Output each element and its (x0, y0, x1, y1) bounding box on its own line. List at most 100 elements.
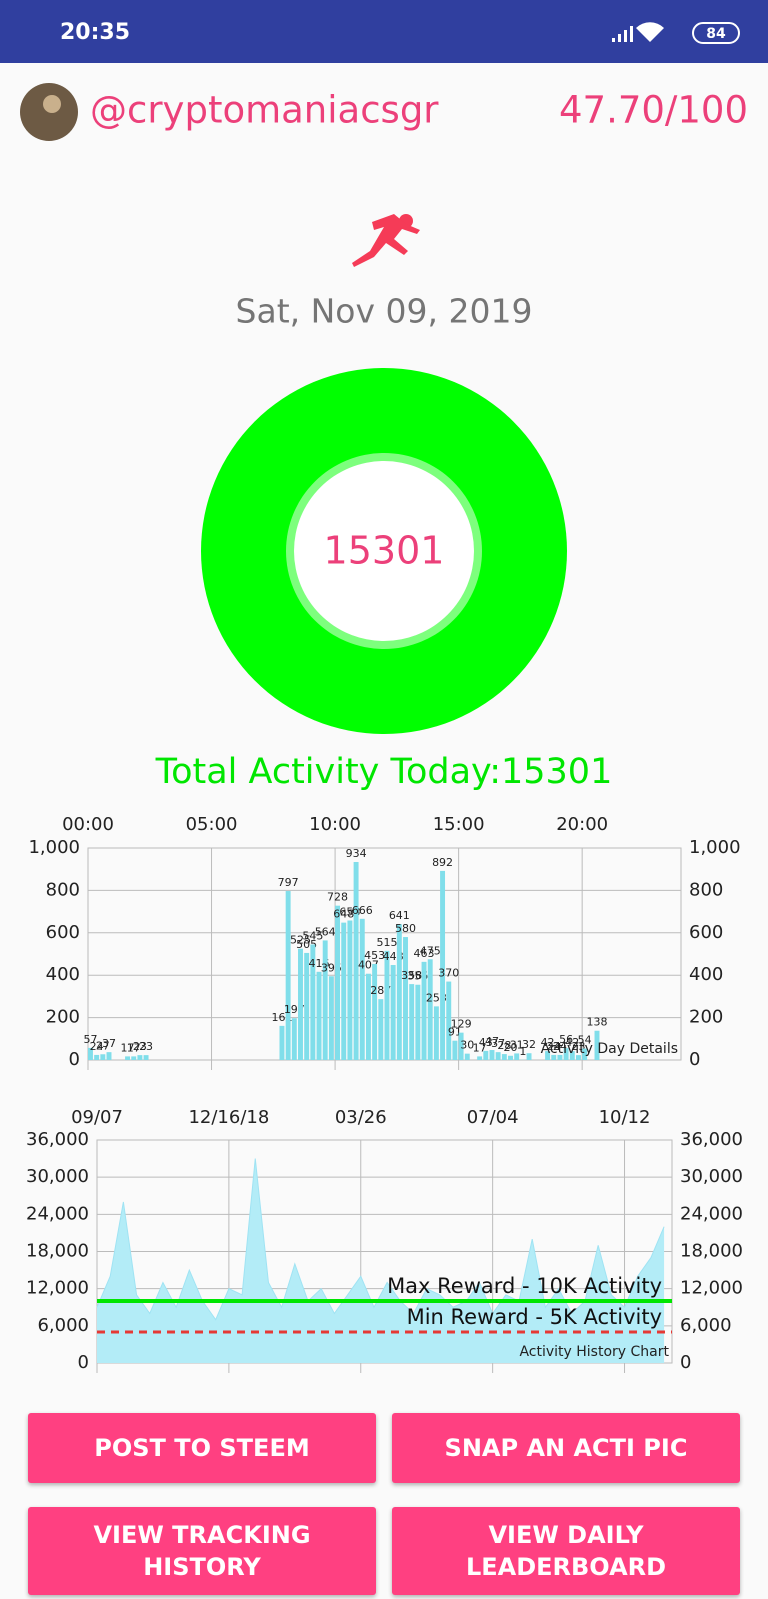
bar (304, 952, 310, 1060)
bar-value-label: 43 (479, 1036, 493, 1049)
bar-value-label: 370 (438, 967, 459, 980)
bar-value-label: 91 (448, 1026, 462, 1039)
bar (396, 924, 402, 1060)
bar (508, 1055, 513, 1060)
bar-value-label: 453 (364, 949, 385, 962)
bar-value-label: 42 (541, 1036, 555, 1049)
bar-value-label: 138 (586, 1016, 607, 1029)
area-line (96, 1158, 665, 1321)
bar (421, 961, 427, 1060)
bar-value-label: 641 (389, 909, 410, 922)
ring-center (294, 461, 474, 641)
y2-tick-label: 200 (689, 1007, 723, 1028)
bar-value-label: 525 (290, 934, 311, 947)
y-tick-label: 200 (46, 1007, 80, 1028)
bar-value-label: 648 (333, 908, 354, 921)
y2-tick-label: 0 (689, 1049, 700, 1070)
y2-tick-label: 24,000 (680, 1203, 743, 1224)
bar (569, 1051, 575, 1060)
bar-value-label: 475 (420, 944, 441, 957)
y-tick-label: 400 (46, 964, 80, 985)
bar (143, 1055, 149, 1060)
total-activity: Total Activity Today:15301 (155, 752, 613, 792)
bar (501, 1054, 507, 1060)
date: Sat, Nov 09, 2019 (236, 292, 533, 331)
bar (131, 1056, 137, 1060)
x-tick-label: 00:00 (62, 814, 114, 835)
bar-value-label: 56 (559, 1033, 573, 1046)
post-button[interactable]: POST TO STEEM (28, 1413, 376, 1483)
bar (335, 905, 341, 1060)
y-tick-label: 600 (46, 922, 80, 943)
bar-value-label: 57 (83, 1033, 97, 1046)
bar-value-label: 463 (414, 947, 435, 960)
bar (483, 1050, 489, 1060)
bar (285, 891, 291, 1060)
y-tick-label: 0 (78, 1352, 89, 1373)
bar-value-label: 23 (133, 1040, 147, 1053)
bar-value-label: 24 (90, 1040, 104, 1053)
bar (427, 959, 433, 1060)
clock: 20:35 (60, 20, 130, 45)
bar-value-label: 564 (315, 925, 336, 938)
leaderboard-button[interactable]: VIEW DAILY LEADERBOARD (392, 1507, 740, 1595)
signal-icons (612, 22, 664, 42)
bar-value-label: 20 (504, 1041, 518, 1054)
bar-value-label: 23 (139, 1040, 153, 1053)
y2-tick-label: 800 (689, 879, 723, 900)
bar (372, 963, 378, 1060)
bar (291, 1018, 297, 1060)
score: 47.70/100 (559, 89, 748, 132)
bar (433, 1006, 439, 1060)
bar (551, 1054, 557, 1060)
bar-value-label: 24 (553, 1040, 567, 1053)
y-tick-label: 36,000 (26, 1129, 89, 1150)
avatar-figure (43, 95, 61, 113)
y2-tick-label: 30,000 (680, 1166, 743, 1187)
snap-button[interactable]: SNAP AN ACTI PIC (392, 1413, 740, 1483)
bar (353, 861, 359, 1060)
bar-value-label: 47 (485, 1035, 499, 1048)
bar (322, 940, 328, 1060)
bar-value-label: 1 (519, 1045, 526, 1058)
bar (495, 1052, 501, 1060)
history-button[interactable]: VIEW TRACKING HISTORY (28, 1507, 376, 1595)
bar (347, 920, 353, 1060)
x-tick-label: 10:00 (309, 814, 361, 835)
battery (692, 22, 740, 44)
x-tick-label: 20:00 (556, 814, 608, 835)
bar (106, 1052, 112, 1060)
bar (378, 999, 384, 1060)
y2-tick-label: 12,000 (680, 1278, 743, 1299)
y2-tick-label: 400 (689, 964, 723, 985)
bar-value-label: 37 (491, 1037, 505, 1050)
bar (384, 950, 390, 1060)
bar (125, 1056, 131, 1060)
bar-value-label: 580 (395, 922, 416, 935)
bar-value-label: 42 (565, 1036, 579, 1049)
bar-value-label: 17 (121, 1041, 135, 1054)
bar (415, 984, 421, 1060)
bar-value-label: 23 (571, 1040, 585, 1053)
bar (489, 1050, 495, 1060)
chart-description: Activity History Chart (519, 1344, 669, 1360)
bar (365, 973, 371, 1060)
bar-value-label: 17 (127, 1041, 141, 1054)
bar (279, 1025, 285, 1060)
bar-value-label: 515 (376, 936, 397, 949)
bar (526, 1053, 532, 1060)
y2-tick-label: 600 (689, 922, 723, 943)
bar-value-label: 32 (522, 1038, 536, 1051)
bar (409, 984, 415, 1060)
bar-value-label: 24 (547, 1040, 561, 1053)
bar (446, 981, 452, 1060)
bar (100, 1054, 106, 1060)
x-tick-label: 09/07 (71, 1107, 123, 1128)
bar-value-label: 17 (473, 1041, 487, 1054)
bar (557, 1054, 563, 1060)
bar (563, 1048, 569, 1060)
bar (137, 1055, 143, 1060)
bar-value-label: 31 (510, 1038, 524, 1051)
y-tick-label: 12,000 (26, 1278, 89, 1299)
